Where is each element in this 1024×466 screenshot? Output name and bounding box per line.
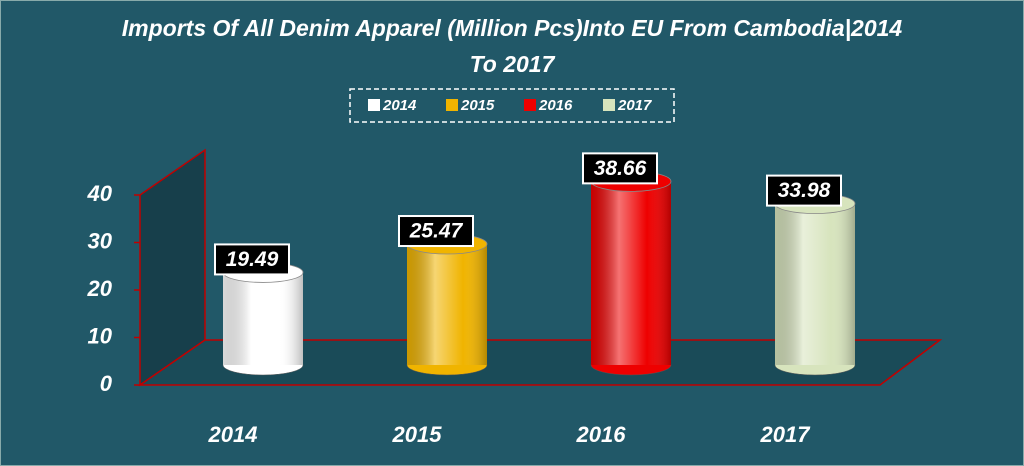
- x-tick-label: 2016: [576, 422, 627, 447]
- value-label-box: [766, 174, 842, 207]
- legend-swatch: [524, 99, 536, 111]
- value-label-box: [582, 152, 658, 185]
- value-label-box: [214, 243, 290, 276]
- legend-box: [349, 88, 675, 123]
- y-tick-label: 20: [87, 276, 113, 301]
- legend-label: 2014: [382, 97, 417, 114]
- bar: [774, 193, 856, 376]
- bar-shine: [407, 244, 487, 365]
- legend-swatch: [368, 99, 380, 111]
- x-tick-label: 2015: [392, 422, 443, 447]
- x-tick-label: 2014: [208, 422, 258, 447]
- legend-label: 2016: [538, 97, 573, 114]
- bar: [222, 262, 304, 376]
- value-label: 38.66: [594, 157, 647, 180]
- bar-shine: [775, 203, 855, 365]
- chart-title: Imports Of All Denim Apparel (Million Pc…: [121, 15, 903, 77]
- value-label: 25.47: [409, 220, 464, 243]
- legend-swatch: [446, 99, 458, 111]
- value-label: 33.98: [778, 179, 831, 202]
- y-tick-label: 10: [88, 323, 113, 348]
- value-label: 19.49: [226, 248, 279, 271]
- legend-swatch: [603, 99, 615, 111]
- bar: [590, 170, 672, 376]
- y-tick-label: 0: [100, 371, 113, 396]
- bar: [406, 233, 488, 376]
- x-tick-label: 2017: [760, 422, 812, 447]
- y-tick-label: 40: [87, 181, 113, 206]
- value-label-box: [398, 215, 474, 248]
- bar-shine: [223, 272, 303, 365]
- bar-shine: [591, 181, 671, 365]
- legend-label: 2015: [460, 97, 495, 114]
- legend-label: 2017: [617, 97, 652, 114]
- y-tick-label: 30: [88, 228, 113, 253]
- floor: [137, 339, 943, 386]
